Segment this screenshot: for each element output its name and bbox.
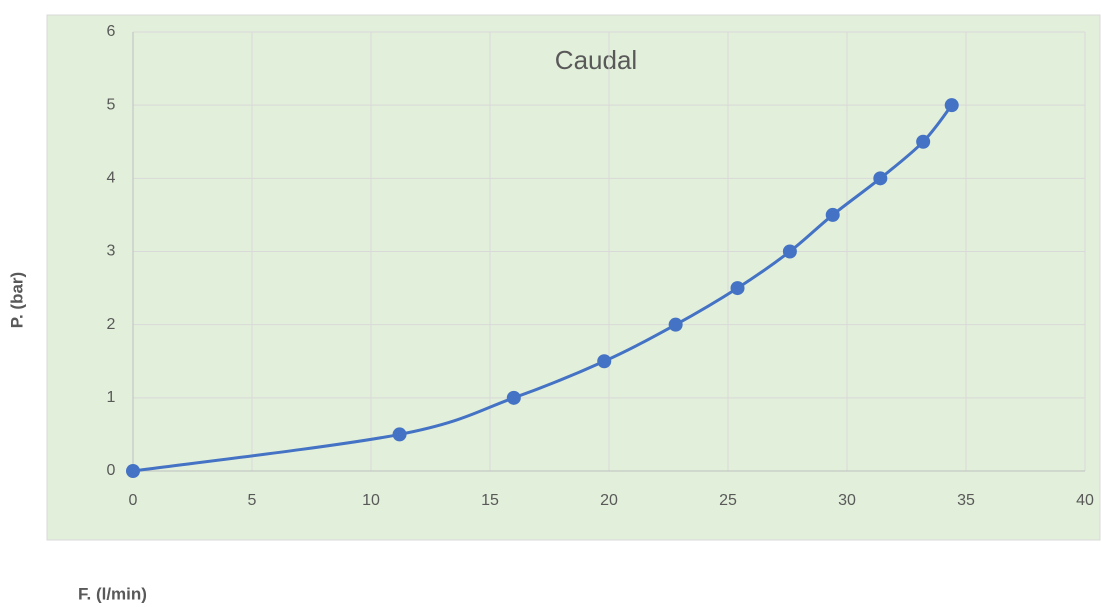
data-point <box>873 171 888 186</box>
x-tick-label: 25 <box>719 492 737 509</box>
x-tick-label: 5 <box>248 492 257 509</box>
chart-area <box>46 14 1101 541</box>
y-tick-label: 0 <box>107 462 116 479</box>
data-point <box>916 134 931 149</box>
data-point <box>730 281 745 296</box>
y-tick-label: 3 <box>107 243 116 260</box>
data-point <box>392 427 407 442</box>
x-tick-label: 40 <box>1076 492 1094 509</box>
y-tick-label: 1 <box>107 389 116 406</box>
data-point <box>944 98 959 113</box>
x-tick-label: 15 <box>481 492 499 509</box>
x-tick-label: 35 <box>957 492 975 509</box>
data-point <box>782 244 797 259</box>
y-axis-label: P. (bar) <box>7 272 26 328</box>
data-point <box>506 390 521 405</box>
x-tick-label: 0 <box>129 492 138 509</box>
chart-title: Caudal <box>555 45 637 75</box>
data-point <box>668 317 683 332</box>
data-point <box>597 354 612 369</box>
data-point <box>126 464 140 478</box>
x-tick-label: 10 <box>362 492 380 509</box>
x-tick-label: 30 <box>838 492 856 509</box>
x-tick-label: 20 <box>600 492 618 509</box>
y-tick-label: 4 <box>107 170 116 187</box>
data-point <box>825 207 840 222</box>
y-tick-label: 6 <box>107 23 116 40</box>
y-tick-label: 2 <box>107 316 116 333</box>
x-axis-label: F. (l/min) <box>78 584 147 603</box>
y-tick-label: 5 <box>107 96 116 113</box>
